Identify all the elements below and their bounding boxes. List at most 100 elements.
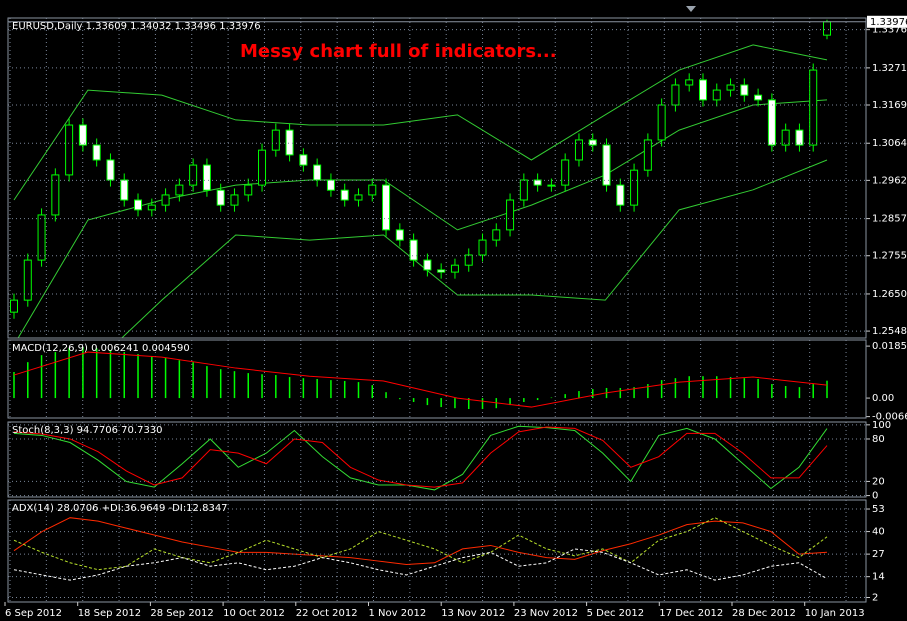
candle-body (754, 94, 763, 101)
candle-body (244, 184, 253, 196)
candle-body (134, 199, 143, 211)
candle-body (685, 79, 694, 86)
candle-body (368, 184, 377, 196)
candle-body (37, 214, 46, 261)
date-label: 28 Dec 2012 (732, 608, 796, 619)
y-tick-label: 80 (872, 434, 885, 445)
candle-body (781, 129, 790, 146)
date-label: 1 Nov 2012 (369, 608, 427, 619)
y-tick-label: 1.26500 (872, 289, 907, 300)
date-label: 17 Dec 2012 (659, 608, 723, 619)
indicator-line (13, 517, 828, 566)
indicator-line (13, 426, 828, 488)
candle-body (574, 139, 583, 161)
y-tick-label: 14 (872, 572, 885, 583)
panel-label: MACD(12,26,9) 0.006241 0.004590 (12, 343, 190, 354)
candle-body (10, 299, 18, 313)
y-tick-label: 20 (872, 476, 885, 487)
candle-body (23, 259, 32, 301)
candle-body (823, 21, 831, 36)
candle-body (313, 164, 322, 181)
date-label: 10 Jan 2013 (805, 608, 865, 619)
date-label: 18 Sep 2012 (78, 608, 141, 619)
candle-body (561, 159, 570, 186)
candle-body (271, 129, 280, 151)
indicator-line (13, 517, 828, 571)
shift-marker (686, 6, 696, 12)
candle-body (354, 194, 363, 201)
candle-body (602, 144, 611, 186)
candle-body (547, 184, 556, 187)
panel-border (7, 339, 867, 419)
y-tick-label: 1.27550 (872, 251, 907, 262)
panel-label: ADX(14) 28.0706 +DI:36.9649 -DI:12.8347 (12, 503, 228, 514)
y-tick-label: 1.32710 (872, 63, 907, 74)
candle-body (65, 124, 74, 176)
candle-body (506, 199, 515, 231)
date-label: 28 Sep 2012 (150, 608, 213, 619)
candle-body (533, 179, 542, 186)
panel-label: EURUSD,Daily 1.33609 1.34032 1.33496 1.3… (12, 21, 261, 32)
candle-body (147, 204, 156, 211)
candle-body (616, 184, 625, 206)
panel-border (7, 17, 867, 339)
indicator-line (121, 159, 828, 338)
candle-body (657, 104, 666, 141)
candle-body (767, 99, 776, 146)
date-label: 6 Sep 2012 (5, 608, 62, 619)
candle-body (382, 184, 391, 231)
candle-body (175, 184, 184, 196)
y-tick-label: 100 (872, 420, 891, 431)
y-tick-label: 2 (872, 592, 878, 603)
candle-body (285, 129, 294, 156)
candle-body (258, 149, 267, 186)
y-tick-label: 27 (872, 549, 885, 560)
candle-body (450, 264, 459, 273)
candle-body (189, 164, 198, 186)
candle-body (230, 194, 239, 206)
candle-body (437, 269, 446, 273)
date-label: 23 Nov 2012 (514, 608, 578, 619)
y-tick-label: 40 (872, 527, 885, 538)
y-tick-label: 1.30640 (872, 138, 907, 149)
candle-body (464, 254, 473, 266)
panel (13, 517, 828, 581)
candle-body (51, 174, 60, 216)
candle-body (120, 179, 129, 201)
candle-body (698, 79, 707, 101)
annotation: Messy chart full of indicators... (240, 41, 557, 62)
candle-body (809, 69, 818, 146)
candle-body (409, 239, 418, 261)
indicator-line (13, 548, 828, 581)
y-tick-label: -0.006608 (872, 412, 907, 423)
date-label: 10 Oct 2012 (223, 608, 285, 619)
price-marker-label: 1.33976 (870, 17, 907, 28)
panel-label: Stoch(8,3,3) 94.7706 70.7330 (12, 425, 163, 436)
candle-body (106, 159, 115, 181)
candle-body (340, 189, 349, 201)
indicator-line (17, 99, 828, 338)
y-tick-label: 0 (872, 491, 878, 502)
candle-body (492, 229, 501, 241)
candle-body (78, 124, 87, 146)
candle-body (299, 154, 308, 166)
candle-body (216, 189, 225, 206)
indicator-line (13, 351, 828, 408)
candle-body (588, 139, 597, 146)
date-label: 5 Dec 2012 (587, 608, 645, 619)
candle-body (478, 239, 487, 256)
candle-body (92, 144, 101, 161)
candle-body (726, 84, 735, 91)
panel (10, 19, 831, 338)
y-tick-label: 1.33760 (872, 25, 907, 36)
candle-body (740, 84, 749, 96)
candle-body (395, 229, 404, 241)
y-tick-label: 0.018524 (872, 341, 907, 352)
indicator-line (13, 425, 828, 491)
panel (13, 347, 828, 410)
candle-body (202, 164, 211, 191)
date-label: 13 Nov 2012 (441, 608, 505, 619)
candle-body (161, 194, 170, 206)
candle-body (423, 259, 432, 271)
